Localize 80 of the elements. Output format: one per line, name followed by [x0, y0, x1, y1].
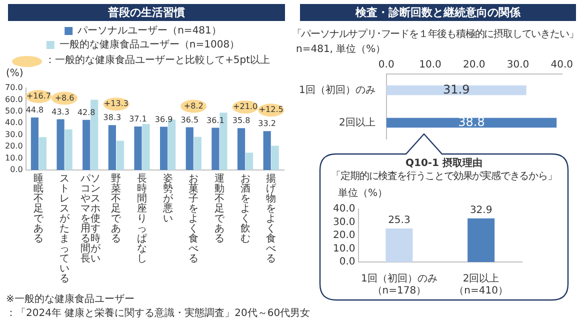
- data-label: 25.3: [388, 215, 410, 226]
- annotation: +8.6: [54, 93, 74, 102]
- category-label: 長時間座りっぱなし: [136, 174, 147, 265]
- x-axis-title: n=481, 単位（%）: [296, 44, 386, 56]
- x-tick-label: 2回以上（n=410）: [454, 272, 508, 297]
- bar: [212, 128, 220, 170]
- data-label: 43.3: [52, 107, 70, 116]
- x-tick-label: 40.0: [550, 60, 573, 71]
- bar: [237, 128, 246, 170]
- x-tick-label: 10.0: [419, 60, 442, 71]
- category-label: ストレスがたまっている: [60, 174, 70, 285]
- x-tick-label: 姿勢が悪い: [162, 172, 174, 225]
- x-tick-label: 野菜不足である: [111, 174, 122, 245]
- y-tick-label: 50.0: [5, 106, 23, 116]
- y-tick-label: 10.0: [5, 153, 23, 162]
- text: ：一般的な健康食品ユーザーと比較して+5pt以上: [45, 55, 270, 66]
- y-axis-title: 単位（%）: [338, 188, 388, 200]
- y-tick-label: 40.0: [5, 118, 23, 128]
- data-label: 36.9: [154, 114, 173, 124]
- data-label: 42.8: [77, 108, 96, 117]
- x-tick-label: 20.0: [462, 60, 486, 71]
- y-tick-label: 10.0: [333, 243, 356, 254]
- y-tick-label: 2回以上: [338, 116, 376, 128]
- data-label: 36.1: [206, 116, 224, 125]
- chart-subtitle: 「定期的に検査を行うことで効果が実感できるから」: [330, 171, 558, 183]
- y-tick-label: 30.0: [5, 130, 23, 139]
- bar: [30, 118, 39, 170]
- x-tick-label: 運動不足である: [214, 172, 226, 245]
- bar: [82, 120, 90, 170]
- legend-label: 一般的な健康食品ユーザー（n=1008）: [59, 38, 240, 51]
- chart-title: 普段の生活習慣: [8, 4, 285, 21]
- bar: [186, 127, 194, 170]
- y-tick-label: 0.0: [339, 256, 356, 268]
- bar: [194, 136, 202, 170]
- annotation: +12.5: [258, 105, 284, 114]
- legend-label: パーソナルユーザー（n=481）: [76, 26, 222, 37]
- y-tick-label: 20.0: [5, 142, 23, 151]
- x-tick-label: 0.0: [378, 60, 394, 71]
- x-tick-label: お酒をよく飲む: [240, 174, 250, 245]
- bar: [245, 152, 254, 170]
- bar: [56, 119, 64, 170]
- bar: [108, 125, 116, 170]
- chart-title: Q10-1 摂取理由: [404, 158, 484, 170]
- y-tick-label: 60.0: [5, 94, 23, 104]
- bar: [38, 137, 47, 170]
- data-label: 36.5: [180, 115, 199, 124]
- annotation: +16.7: [26, 92, 51, 101]
- data-label: 38.3: [103, 113, 122, 122]
- data-label: 33.2: [258, 119, 276, 128]
- chart-subtitle: 「パーソナルサプリ･フードを１年後も積極的に摂取していきたい」: [291, 29, 579, 41]
- y-tick-label: 30.0: [333, 216, 356, 228]
- annotation: +13.3: [104, 99, 128, 108]
- x-tick-label: 30.0: [506, 60, 530, 71]
- category-label: パソコンやスマホを使用する時間が長い: [80, 174, 100, 265]
- category-label: お菓子をよく食べる: [188, 174, 199, 265]
- bar: [142, 124, 150, 170]
- y-tick-label: 0.0: [10, 165, 23, 174]
- x-tick-label: 1回（初回）のみ（n=178）: [361, 272, 438, 297]
- bar: [134, 126, 142, 170]
- y-axis-title: (%): [6, 68, 24, 80]
- annotation: +8.2: [184, 101, 204, 110]
- annotation: +21.0: [233, 102, 258, 112]
- data-label: 37.1: [129, 114, 147, 124]
- bar: [64, 129, 72, 170]
- data-label: 35.8: [232, 116, 250, 126]
- y-tick-label: 1回（初回）のみ: [298, 84, 376, 96]
- x-tick-label: 睡眠不足である: [34, 172, 45, 245]
- chart-title: 検査・診断回数と継続意向の関係: [300, 4, 576, 21]
- text: ※一般的な健康食品ユーザー: [6, 294, 134, 305]
- bar: [271, 146, 279, 170]
- data-label: 32.9: [470, 205, 492, 216]
- data-label: 44.8: [26, 106, 44, 115]
- bar: [160, 126, 168, 170]
- category-label: 揚げ物をよく食べる: [266, 174, 276, 265]
- data-label: 31.9: [442, 82, 470, 96]
- y-tick-label: 70.0: [5, 83, 23, 92]
- data-label: 38.8: [458, 114, 485, 129]
- text: ：「2024年 健康と栄養に関する意識・実態調査」20代～60代男女: [6, 308, 310, 319]
- bar: [263, 131, 271, 170]
- bar: [116, 140, 124, 170]
